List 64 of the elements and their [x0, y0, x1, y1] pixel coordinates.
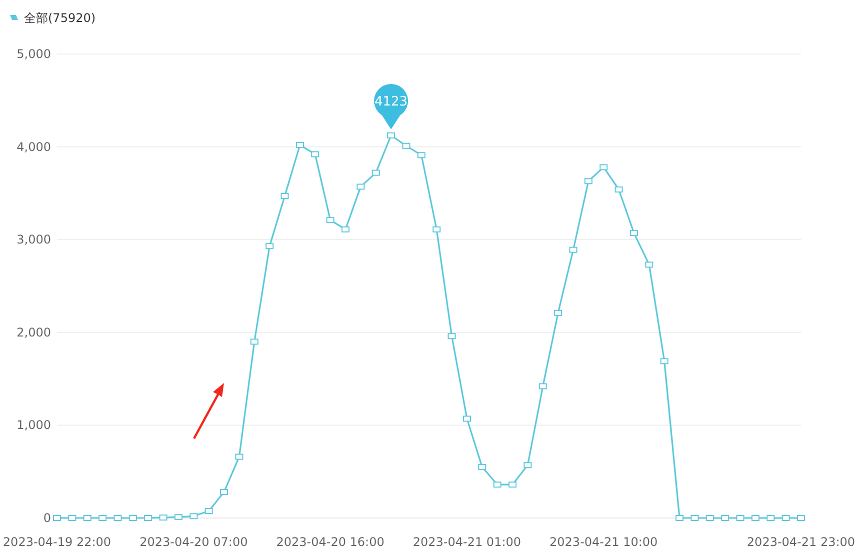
y-tick-label: 5,000: [16, 47, 51, 61]
point: [676, 515, 684, 521]
point: [204, 508, 213, 514]
y-tick-label: 4,000: [16, 140, 51, 154]
point: [524, 462, 532, 468]
point: [766, 515, 775, 521]
point: [584, 178, 592, 184]
point: [311, 151, 320, 158]
point: [797, 515, 805, 521]
point: [690, 515, 699, 521]
point: [387, 132, 396, 138]
point: [508, 482, 517, 488]
x-tick-label: 2023-04-20 07:00: [140, 535, 248, 549]
point: [554, 310, 562, 316]
point: [721, 515, 730, 521]
point: [462, 416, 471, 422]
y-tick-label: 1,000: [16, 418, 51, 432]
point: [432, 226, 441, 232]
point: [98, 515, 107, 521]
point: [341, 226, 350, 232]
point: [83, 515, 92, 521]
point: [660, 358, 668, 364]
y-tick-label: 3,000: [16, 232, 51, 247]
point: [372, 170, 380, 176]
legend-label: 全部(75920): [24, 11, 96, 25]
point: [600, 164, 608, 170]
point: [706, 515, 714, 521]
point: [128, 515, 137, 521]
point: [190, 513, 198, 520]
point: [493, 482, 502, 488]
point: [736, 515, 744, 521]
point: [630, 230, 638, 236]
point: [645, 262, 654, 268]
x-tick-label: 2023-04-21 10:00: [550, 535, 658, 549]
point: [356, 184, 365, 190]
point: [417, 152, 426, 158]
x-tick-label: 2023-04-20 16:00: [276, 535, 384, 549]
point: [280, 192, 289, 199]
point: [538, 383, 547, 390]
point: [114, 515, 122, 521]
point: [402, 142, 410, 149]
point: [159, 514, 168, 521]
point: [68, 515, 76, 521]
x-tick-label: 2023-04-19 22:00: [2, 535, 112, 549]
point: [144, 515, 152, 521]
y-tick-label: 0: [43, 511, 51, 525]
point: [569, 246, 578, 253]
point: [174, 514, 182, 520]
point: [782, 515, 790, 521]
x-tick-label: 2023-04-21 23:00: [746, 535, 856, 549]
point: [235, 454, 244, 460]
x-tick-label: 2023-04-21 01:00: [412, 535, 522, 549]
point: [448, 333, 456, 340]
point: [296, 142, 304, 148]
y-tick-label: 2,000: [16, 325, 51, 340]
point: [220, 489, 228, 496]
point: [250, 338, 258, 345]
point: [53, 515, 61, 521]
point: [326, 217, 334, 224]
point: [478, 464, 486, 470]
point: [266, 243, 274, 250]
point: [751, 515, 760, 521]
point: [614, 186, 623, 192]
annotation: 4123: [374, 94, 408, 110]
